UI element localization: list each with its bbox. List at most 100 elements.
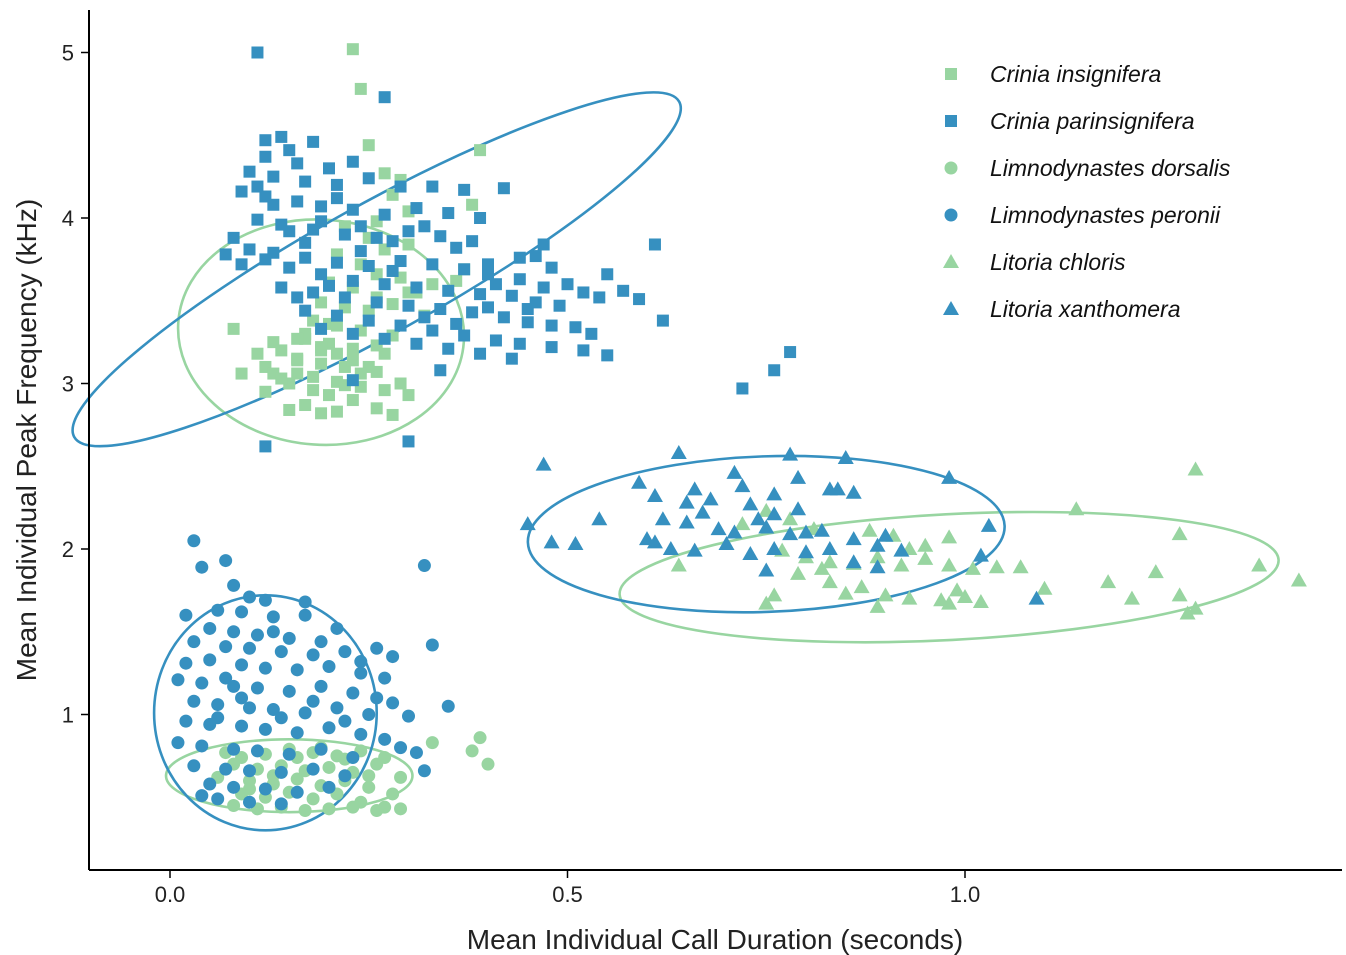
data-point	[869, 559, 886, 574]
data-point	[195, 739, 209, 753]
data-point	[758, 595, 775, 610]
data-point	[299, 304, 312, 317]
data-point	[402, 435, 415, 448]
data-point	[434, 364, 447, 377]
data-point	[513, 251, 526, 264]
data-point	[790, 565, 807, 580]
data-point	[458, 329, 471, 342]
data-point	[941, 557, 958, 572]
legend-item: Litoria xanthomera	[943, 296, 1181, 322]
data-point	[577, 344, 590, 357]
data-point	[227, 679, 241, 693]
data-point	[458, 263, 471, 276]
data-point	[306, 792, 320, 806]
data-point	[1171, 526, 1188, 541]
data-point	[211, 698, 225, 712]
data-point	[227, 578, 241, 592]
data-point	[410, 337, 423, 350]
data-point	[434, 303, 447, 316]
data-point	[442, 342, 455, 355]
data-point	[314, 635, 328, 649]
data-point	[798, 524, 814, 539]
data-point	[678, 514, 695, 529]
data-point	[171, 673, 185, 687]
data-point	[195, 560, 209, 574]
series-group	[171, 534, 455, 811]
data-point	[227, 625, 241, 639]
data-point	[481, 757, 495, 771]
data-point	[535, 456, 552, 471]
data-point	[901, 590, 918, 605]
data-point	[346, 354, 359, 367]
data-point	[323, 389, 335, 402]
data-point	[1251, 557, 1268, 572]
data-point	[941, 469, 958, 484]
y-ticks: 1 2 3 4 5	[62, 41, 89, 728]
data-point	[362, 780, 376, 794]
ellipse-layer	[71, 91, 1280, 832]
data-point	[322, 660, 336, 674]
data-point	[648, 238, 661, 251]
data-point	[545, 341, 558, 354]
data-point	[893, 557, 910, 572]
data-point	[378, 208, 391, 221]
data-point	[450, 241, 463, 254]
data-point	[734, 516, 751, 531]
data-point	[243, 782, 256, 796]
data-point	[187, 694, 201, 708]
data-point	[402, 709, 415, 723]
data-point	[370, 803, 384, 817]
legend-marker	[945, 115, 957, 127]
data-point	[766, 587, 783, 602]
data-point	[917, 537, 934, 552]
series-group	[519, 445, 1045, 605]
data-point	[545, 319, 558, 332]
data-point	[235, 605, 249, 619]
data-point	[988, 559, 1005, 574]
data-point	[394, 802, 408, 816]
data-point	[346, 274, 359, 287]
data-point	[291, 291, 304, 304]
data-point	[1147, 564, 1164, 579]
data-point	[346, 394, 359, 407]
data-point	[394, 741, 408, 755]
data-point	[219, 554, 233, 568]
data-point	[219, 248, 232, 261]
data-point	[790, 469, 807, 484]
data-point	[362, 172, 375, 185]
y-tick-label: 2	[62, 537, 74, 562]
data-point	[694, 504, 711, 519]
data-point	[410, 202, 423, 215]
data-point	[251, 347, 264, 360]
data-point	[330, 701, 344, 715]
data-point	[171, 736, 185, 750]
data-point	[354, 82, 367, 95]
data-point	[370, 641, 384, 655]
data-point	[474, 288, 487, 301]
series-group	[670, 461, 1307, 620]
data-point	[639, 531, 655, 546]
data-point	[275, 281, 288, 294]
data-point	[290, 726, 304, 740]
data-point	[307, 135, 320, 148]
y-tick-label: 3	[62, 372, 74, 397]
data-point	[394, 377, 407, 390]
data-point	[497, 182, 510, 195]
data-point	[466, 306, 479, 319]
data-point	[386, 650, 400, 664]
data-point	[656, 314, 669, 327]
data-point	[315, 215, 328, 228]
data-point	[195, 676, 209, 690]
data-point	[219, 640, 233, 654]
data-point	[346, 43, 359, 56]
data-point	[227, 742, 241, 756]
data-point	[821, 574, 838, 589]
data-point	[742, 496, 759, 511]
data-point	[370, 231, 383, 244]
data-point	[409, 746, 423, 760]
data-point	[298, 595, 312, 609]
data-point	[861, 522, 878, 537]
data-point	[250, 681, 264, 695]
data-point	[211, 711, 225, 725]
data-point	[259, 253, 272, 266]
